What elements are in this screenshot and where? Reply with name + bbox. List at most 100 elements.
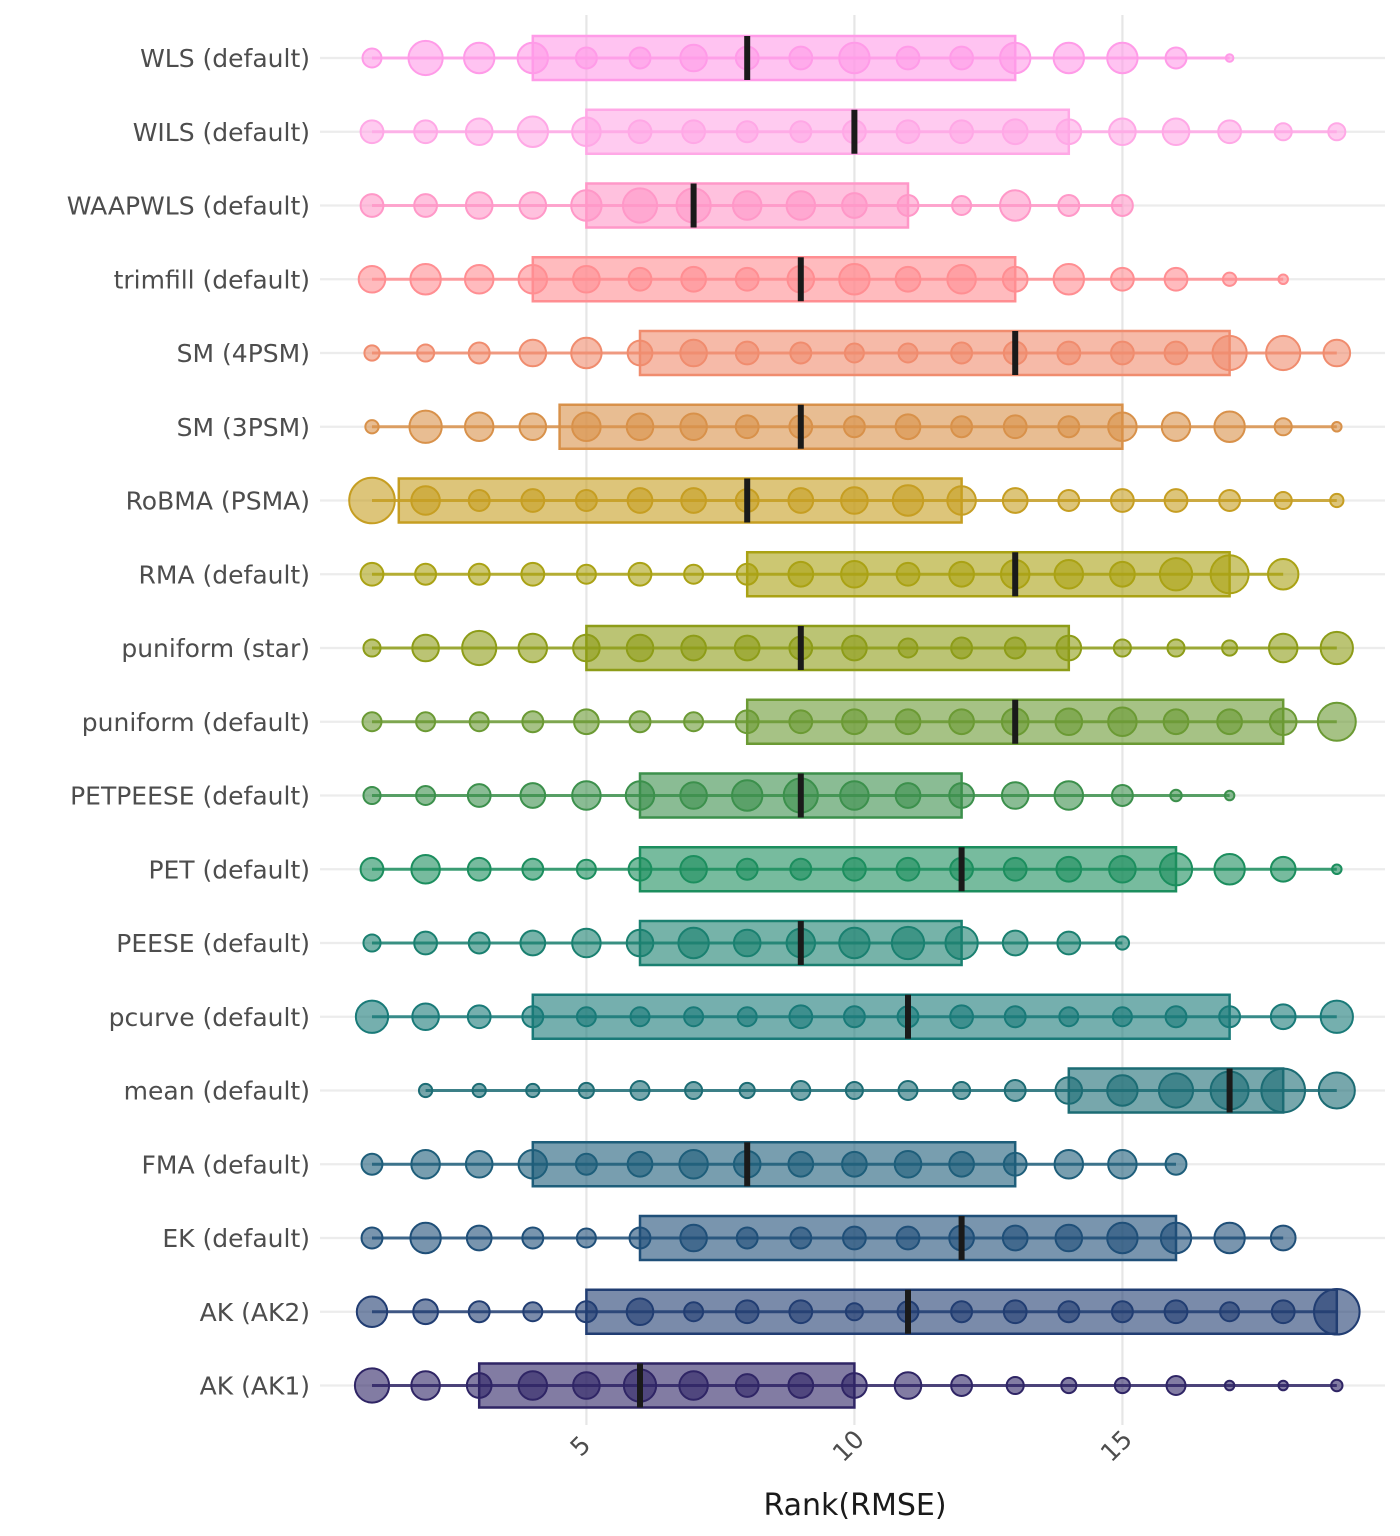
- rank-point: [516, 115, 549, 148]
- rank-point: [842, 415, 866, 439]
- rank-point: [1209, 554, 1250, 595]
- rank-point: [410, 1370, 441, 1401]
- rank-point: [788, 709, 814, 735]
- x-tick-label: 15: [1095, 1424, 1138, 1467]
- rank-point: [1001, 1224, 1029, 1252]
- rank-point: [409, 263, 442, 296]
- rank-point: [894, 265, 922, 293]
- rank-point: [1001, 929, 1029, 957]
- method-row: [362, 919, 1131, 967]
- rank-point: [522, 1301, 544, 1323]
- rank-point: [360, 1226, 384, 1250]
- rank-point: [571, 780, 602, 811]
- rank-point: [517, 264, 549, 295]
- rank-point: [1166, 638, 1186, 658]
- rank-point: [466, 856, 492, 882]
- rank-point: [1158, 852, 1194, 887]
- rank-point: [1221, 271, 1238, 287]
- rank-point: [1163, 488, 1189, 513]
- rank-point: [1277, 1379, 1289, 1392]
- rank-point: [893, 1149, 923, 1179]
- rank-point: [521, 1226, 545, 1250]
- rank-point: [625, 928, 655, 958]
- y-tick-label: RMA (default): [139, 560, 310, 589]
- rank-point: [897, 342, 919, 364]
- rank-point: [575, 1227, 597, 1249]
- rank-point: [841, 1150, 868, 1178]
- method-row: [353, 1362, 1344, 1409]
- rank-point: [629, 1006, 651, 1028]
- rank-point: [1270, 1299, 1296, 1325]
- rank-point: [788, 1004, 814, 1030]
- rank-point: [893, 1371, 923, 1400]
- rank-point: [362, 638, 382, 658]
- rank-point: [360, 1152, 384, 1176]
- rank-point: [944, 925, 979, 961]
- y-tick-label: FMA (default): [142, 1150, 310, 1179]
- rank-point: [678, 1149, 709, 1180]
- y-tick-label: WILS (default): [133, 118, 310, 147]
- rank-point: [575, 858, 597, 880]
- rank-point: [467, 341, 491, 365]
- rank-point: [841, 634, 868, 662]
- rank-point: [1319, 999, 1354, 1034]
- rank-point: [1110, 784, 1134, 807]
- rank-point: [354, 999, 390, 1034]
- rank-point: [949, 45, 974, 71]
- rank-point: [735, 562, 759, 586]
- rank-point: [1267, 632, 1299, 664]
- rank-point: [1268, 707, 1298, 737]
- rank-point: [1109, 560, 1136, 588]
- rank-point: [574, 1300, 598, 1324]
- rank-point: [626, 339, 654, 367]
- rank-point: [1319, 630, 1354, 666]
- rank-point: [348, 476, 396, 525]
- y-tick-label: EK (default): [162, 1224, 310, 1253]
- rank-point: [1054, 707, 1084, 737]
- rank-point: [1330, 1378, 1344, 1393]
- rank-point: [787, 560, 815, 588]
- rank-point: [1114, 935, 1131, 951]
- rank-point: [952, 1080, 972, 1101]
- rank-point: [681, 119, 706, 145]
- rank-point: [518, 191, 548, 220]
- rank-point: [516, 41, 549, 75]
- rank-point: [467, 931, 491, 955]
- y-tick-label: AK (AK1): [200, 1372, 310, 1401]
- rank-point: [1108, 854, 1137, 884]
- rank-point: [520, 561, 546, 587]
- y-tick-label: SM (4PSM): [177, 339, 310, 368]
- rank-point: [628, 46, 652, 70]
- rank-point: [1163, 1299, 1189, 1325]
- rank-point: [1157, 1072, 1195, 1109]
- rank-point: [841, 1372, 868, 1399]
- rank-point: [731, 779, 764, 812]
- method-row: [359, 846, 1343, 893]
- rank-point: [1054, 1223, 1084, 1253]
- rank-point: [895, 45, 921, 71]
- method-row: [362, 624, 1354, 672]
- rank-point: [627, 856, 653, 882]
- rank-point: [574, 1152, 598, 1176]
- method-row: [348, 476, 1345, 525]
- method-row: [417, 1067, 1356, 1114]
- rank-point: [838, 926, 871, 960]
- rank-point: [842, 1005, 866, 1029]
- rank-point: [471, 1082, 487, 1099]
- rank-point: [572, 633, 601, 663]
- rank-point: [679, 338, 708, 368]
- rank-point: [1164, 1005, 1188, 1029]
- rank-point: [521, 710, 545, 734]
- rank-point: [1106, 41, 1139, 75]
- rank-point: [895, 856, 921, 882]
- y-tick-label: RoBMA (PSMA): [126, 487, 310, 516]
- rank-point: [359, 561, 385, 587]
- rank-point: [411, 1002, 440, 1032]
- rank-point: [1001, 118, 1029, 146]
- rank-point: [357, 264, 387, 294]
- rank-point: [1055, 855, 1083, 883]
- y-tick-label: PET (default): [148, 855, 310, 884]
- rank-point: [789, 857, 813, 881]
- rank-point: [1163, 266, 1189, 292]
